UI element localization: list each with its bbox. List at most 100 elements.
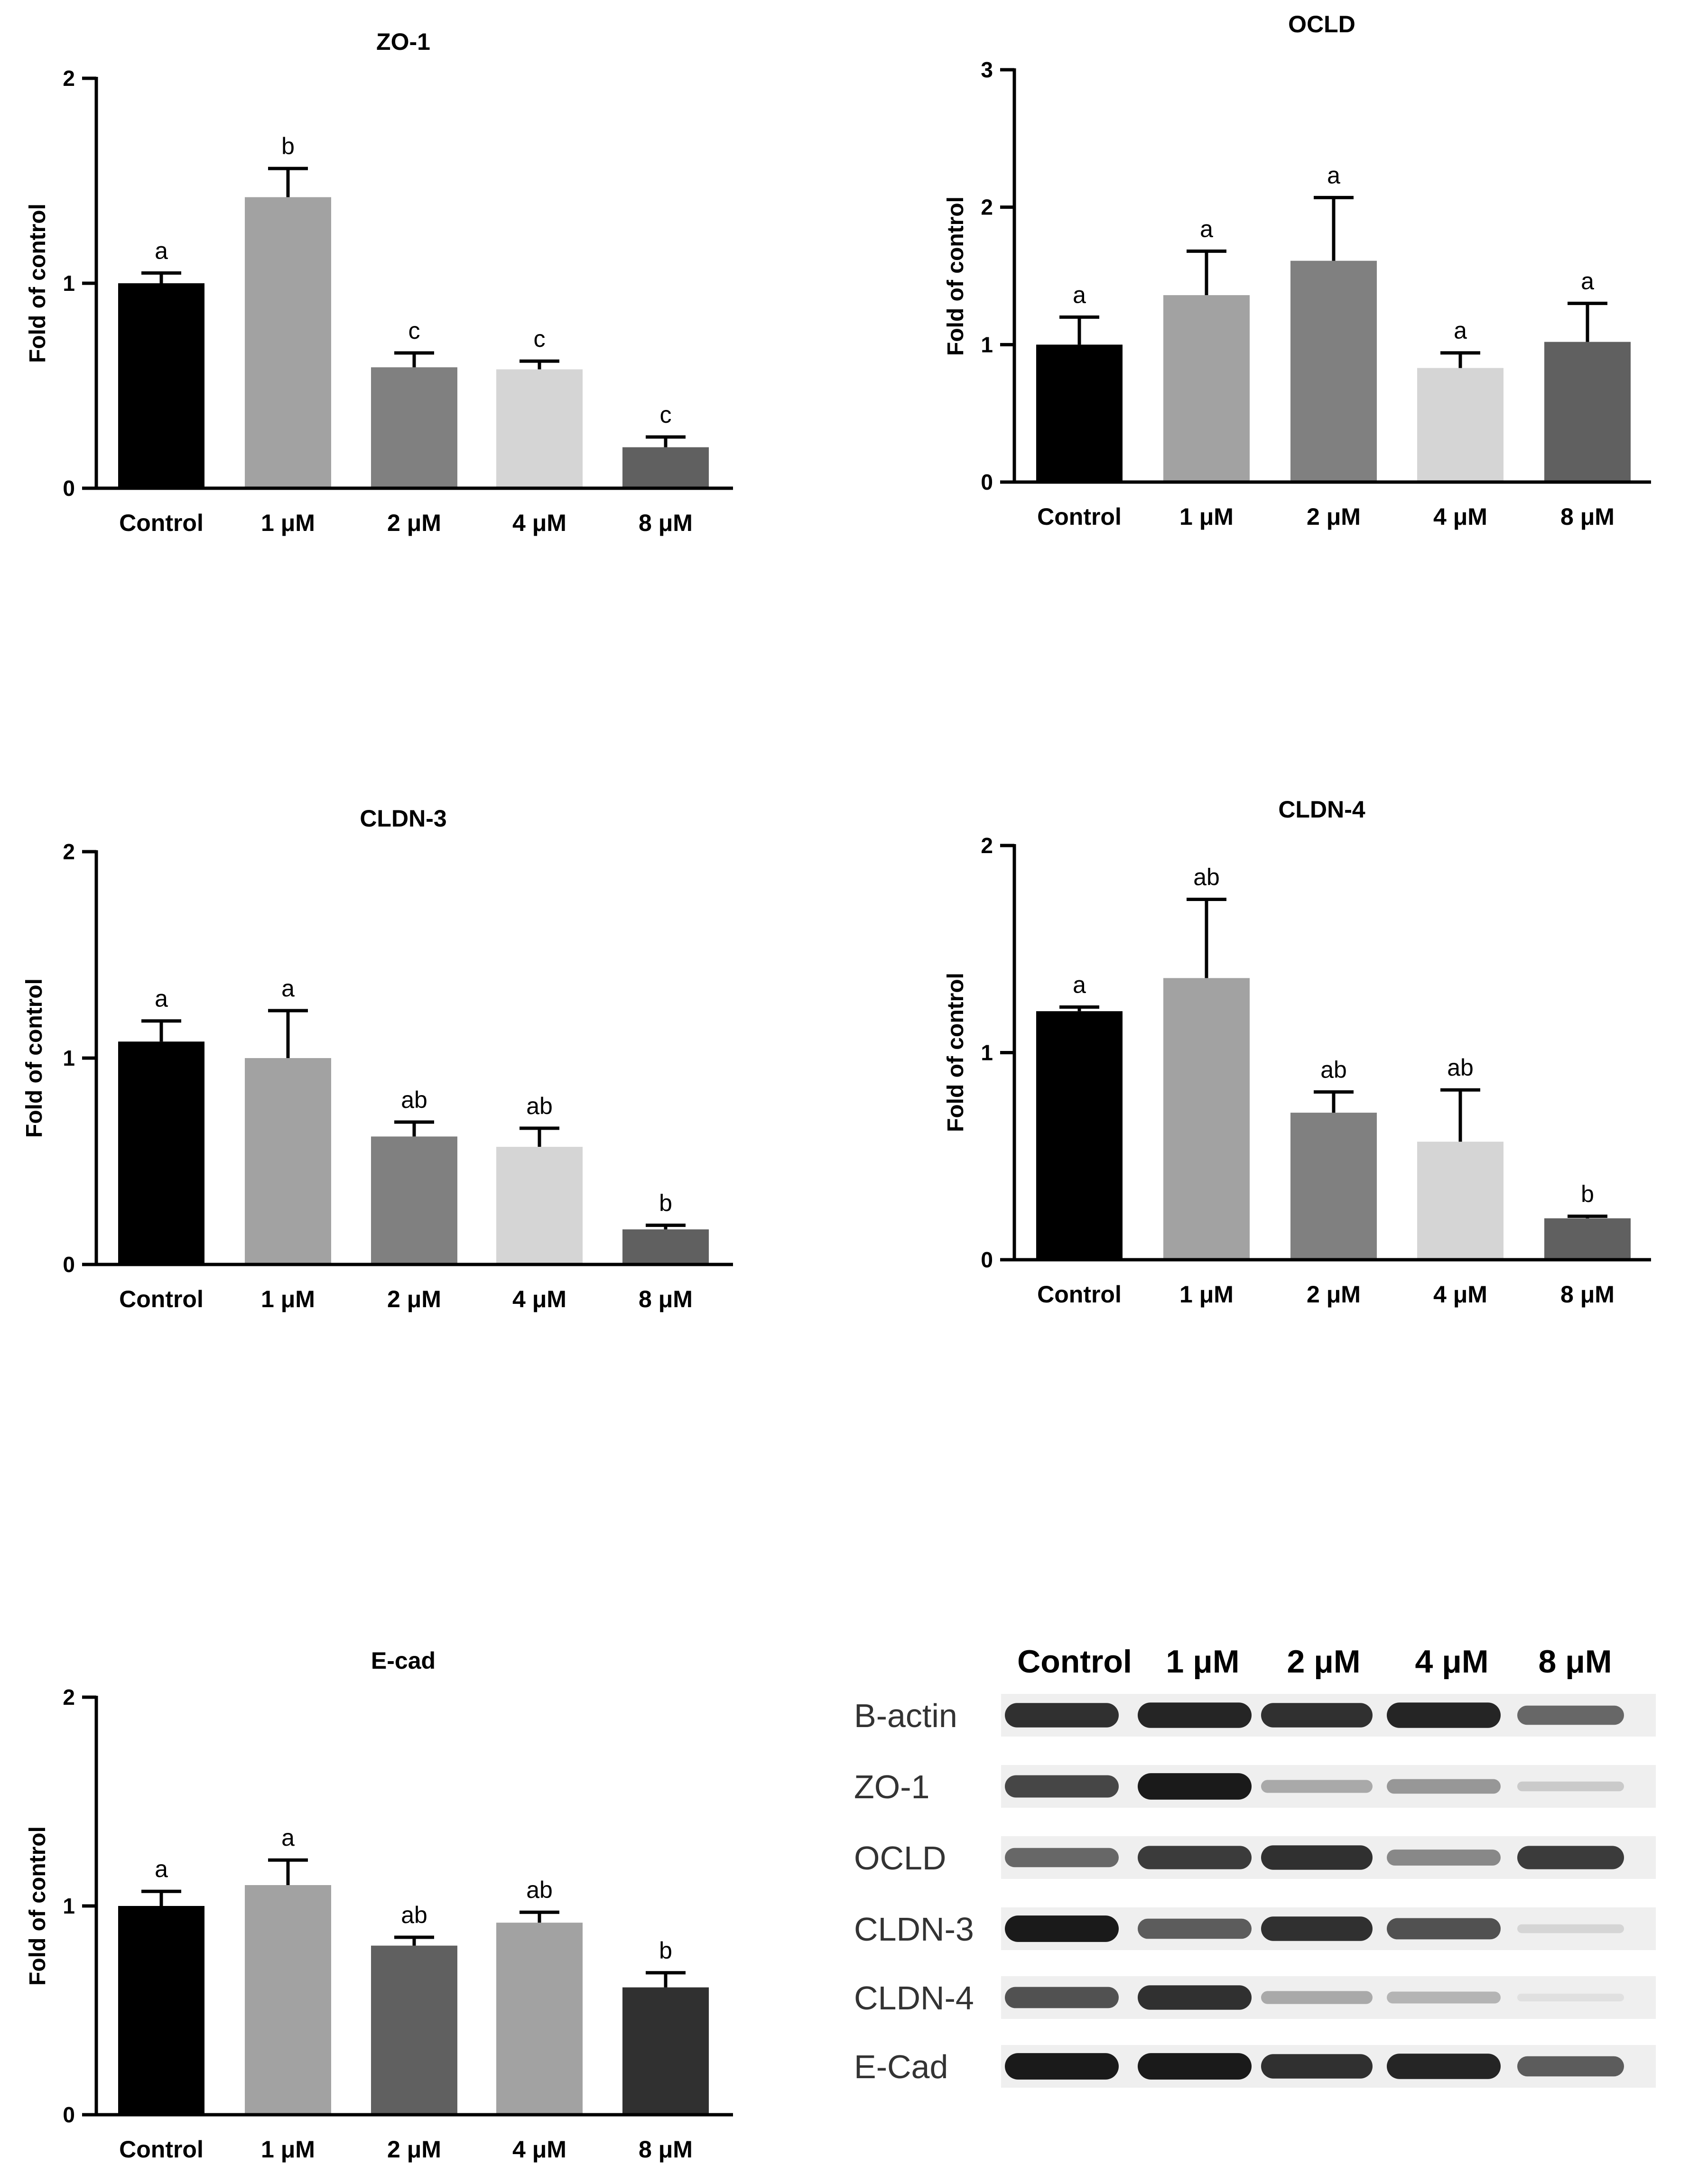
- significance-label: ab: [1193, 864, 1220, 890]
- significance-label: a: [155, 237, 168, 264]
- significance-label: a: [155, 985, 168, 1012]
- significance-label: a: [155, 1856, 168, 1882]
- chart-title: CLDN-3: [360, 805, 446, 832]
- significance-label: ab: [401, 1087, 427, 1113]
- blot-column-label: 8 μM: [1539, 1644, 1612, 1680]
- blot-band: [1138, 1918, 1252, 1939]
- significance-label: a: [1327, 162, 1340, 188]
- blot-band: [1005, 1987, 1119, 2008]
- significance-label: ab: [401, 1902, 427, 1928]
- significance-label: a: [1073, 281, 1086, 308]
- bar-1: [118, 283, 204, 488]
- blot-band: [1005, 1775, 1119, 1798]
- significance-label: b: [659, 1190, 672, 1216]
- significance-label: c: [534, 325, 546, 352]
- y-axis-label: Fold of control: [25, 204, 50, 363]
- blot-band: [1261, 1780, 1373, 1793]
- x-tick-label: 2 μM: [387, 510, 441, 536]
- bar-5: [622, 447, 709, 488]
- y-tick-label: 0: [63, 1252, 75, 1277]
- chart-zo-1: ZO-1 Fold of control a Control b 1 μM c 2 μM c 4 …: [25, 28, 733, 536]
- significance-label: a: [1454, 317, 1467, 344]
- blot-band: [1138, 1702, 1252, 1728]
- significance-label: c: [660, 401, 672, 428]
- bar-1: [118, 1906, 204, 2115]
- y-tick-label: 1: [63, 1894, 75, 1918]
- chart-cldn-3: CLDN-3 Fold of control a Control a 1 μM ab 2 μM…: [22, 805, 733, 1312]
- blot-band: [1387, 1991, 1501, 2004]
- blot-band: [1517, 1993, 1624, 2002]
- significance-label: ab: [1320, 1056, 1347, 1083]
- bar-1: [1036, 344, 1123, 482]
- blot-band: [1005, 2053, 1119, 2080]
- x-tick-label: 4 μM: [512, 1286, 566, 1312]
- blot-band: [1387, 1918, 1501, 1940]
- y-tick-label: 0: [981, 470, 993, 494]
- y-axis-label: Fold of control: [943, 973, 968, 1132]
- y-tick-label: 3: [981, 57, 993, 82]
- x-tick-label: Control: [119, 2136, 204, 2163]
- chart-title: E-cad: [371, 1647, 436, 1674]
- significance-label: b: [659, 1937, 672, 1964]
- bar-charts: ZO-1 Fold of control a Control b 1 μM c 2 μM c 4 …: [22, 11, 1651, 2163]
- significance-label: c: [408, 317, 420, 344]
- blot-band: [1261, 1991, 1373, 2004]
- bar-1: [1036, 1011, 1123, 1260]
- x-tick-label: Control: [119, 1286, 204, 1312]
- x-tick-label: Control: [119, 510, 204, 536]
- x-tick-label: Control: [1037, 503, 1122, 530]
- bar-1: [118, 1041, 204, 1264]
- chart-cldn-4: CLDN-4 Fold of control a Control ab 1 μM ab 2 μ…: [943, 796, 1651, 1308]
- chart-title: ZO-1: [376, 28, 430, 55]
- y-tick-label: 1: [63, 271, 75, 296]
- significance-label: ab: [1447, 1054, 1474, 1081]
- y-tick-label: 1: [981, 1041, 993, 1065]
- significance-label: a: [1073, 971, 1086, 998]
- bar-3: [1290, 1113, 1377, 1260]
- x-tick-label: 4 μM: [512, 2136, 566, 2163]
- y-tick-label: 0: [63, 2102, 75, 2127]
- y-tick-label: 2: [981, 195, 993, 220]
- bar-2: [245, 1058, 331, 1264]
- blot-band: [1005, 1915, 1119, 1942]
- y-tick-label: 0: [981, 1247, 993, 1272]
- blot-band: [1005, 1848, 1119, 1868]
- blot-band: [1138, 2053, 1252, 2080]
- blot-band: [1261, 1845, 1373, 1870]
- bar-5: [1544, 342, 1631, 482]
- blot-column-label: 1 μM: [1166, 1644, 1240, 1680]
- bar-4: [496, 369, 583, 488]
- significance-label: ab: [526, 1877, 553, 1903]
- x-tick-label: 2 μM: [1307, 503, 1361, 530]
- bar-2: [1163, 978, 1250, 1260]
- blot-band: [1517, 2056, 1624, 2077]
- blot-band: [1138, 1985, 1252, 2010]
- bar-4: [496, 1923, 583, 2115]
- blot-band: [1261, 2054, 1373, 2079]
- x-tick-label: 4 μM: [1433, 503, 1487, 530]
- x-tick-label: 8 μM: [639, 510, 693, 536]
- blot-column-label: Control: [1017, 1644, 1132, 1680]
- y-tick-label: 2: [63, 839, 75, 864]
- bar-3: [1290, 260, 1377, 482]
- blot-row-label: CLDN-4: [854, 1980, 974, 2017]
- chart-title: OCLD: [1288, 11, 1355, 37]
- y-tick-label: 1: [981, 332, 993, 357]
- y-tick-label: 2: [63, 1685, 75, 1710]
- x-tick-label: 8 μM: [639, 1286, 693, 1312]
- chart-ocld: OCLD Fold of control a Control a 1 μM a 2 μM a 4 …: [943, 11, 1651, 530]
- chart-title: CLDN-4: [1278, 796, 1365, 823]
- blot-band: [1138, 1846, 1252, 1869]
- x-tick-label: 8 μM: [1560, 503, 1615, 530]
- blot-band: [1387, 1702, 1501, 1728]
- bar-3: [371, 367, 457, 488]
- x-tick-label: 1 μM: [261, 1286, 315, 1312]
- blot-band: [1517, 1846, 1624, 1869]
- bar-5: [622, 1987, 709, 2115]
- blot-band: [1387, 1849, 1501, 1866]
- y-tick-label: 0: [63, 476, 75, 501]
- bar-2: [245, 1885, 331, 2115]
- bar-3: [371, 1136, 457, 1264]
- bar-4: [496, 1147, 583, 1264]
- x-tick-label: 8 μM: [1560, 1281, 1615, 1308]
